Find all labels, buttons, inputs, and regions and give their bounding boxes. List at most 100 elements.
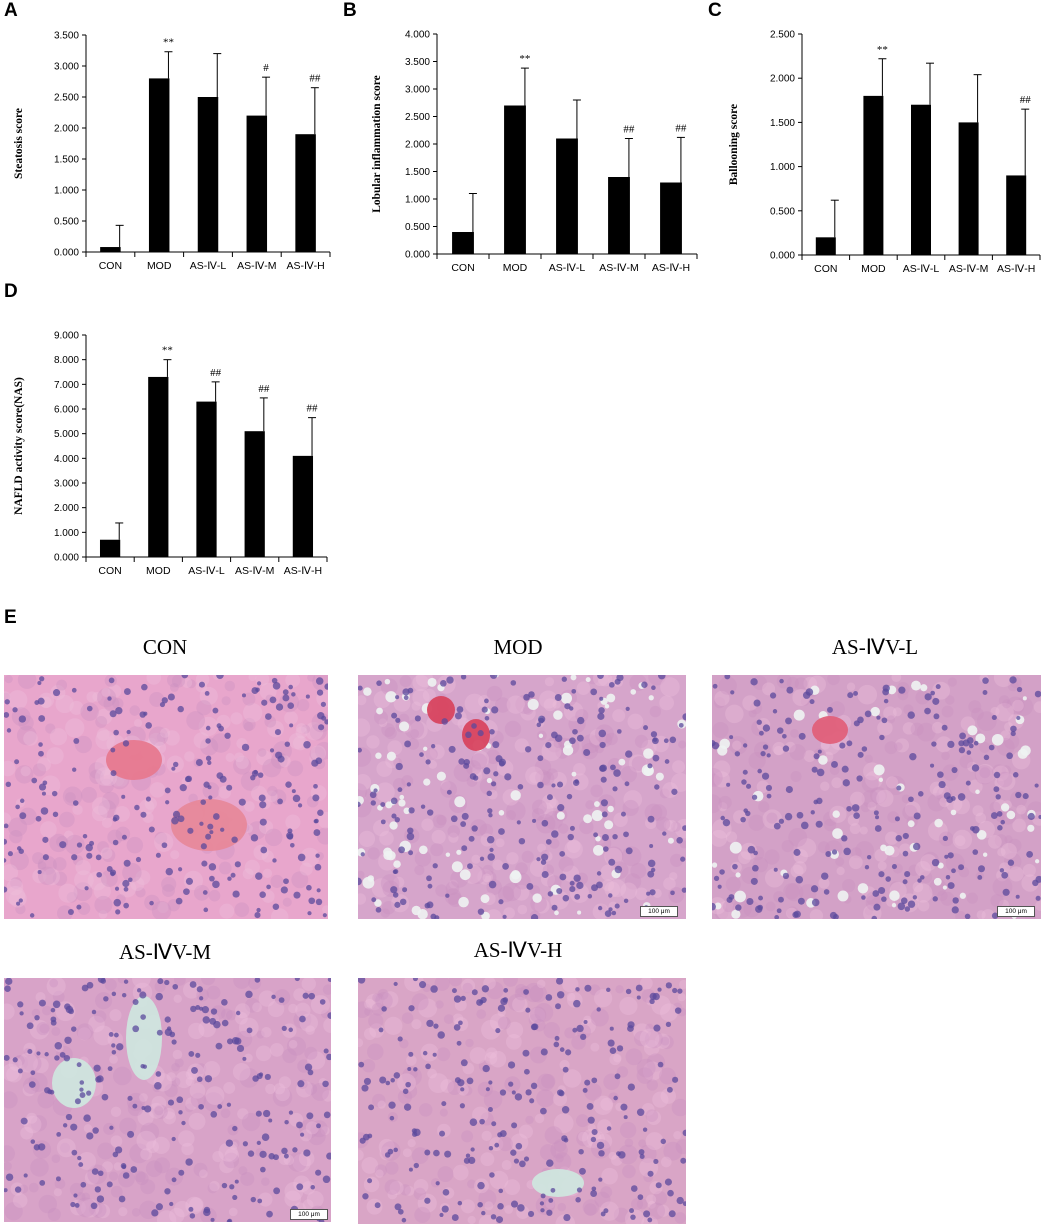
bar: [1006, 175, 1027, 255]
y-tick-label: 9.000: [54, 331, 79, 342]
x-category-label: AS-Ⅳ-H: [284, 565, 322, 577]
x-category-label: CON: [98, 565, 121, 577]
y-tick-label: 0.000: [770, 251, 795, 262]
bar: [244, 431, 265, 557]
micrograph-label-as-iv-h: AS-ⅣV-H: [473, 938, 563, 962]
x-category-label: AS-Ⅳ-H: [997, 263, 1035, 275]
x-category-label: AS-Ⅳ-M: [949, 263, 988, 275]
y-tick-label: 3.000: [54, 62, 79, 73]
y-tick-label: 2.000: [54, 503, 79, 514]
y-tick-label: 1.500: [770, 118, 795, 129]
bar: [196, 401, 217, 557]
tissue-texture: [4, 675, 328, 919]
y-tick-label: 3.500: [54, 31, 79, 42]
y-tick-label: 0.500: [405, 222, 430, 233]
y-tick-label: 0.000: [405, 250, 430, 261]
y-tick-label: 5.000: [54, 429, 79, 440]
micrograph-mod: [358, 675, 686, 919]
y-tick-label: 1.500: [405, 167, 430, 178]
significance-label: ##: [675, 122, 687, 134]
x-category-label: CON: [451, 262, 474, 274]
x-category-label: MOD: [503, 262, 528, 274]
x-category-label: CON: [99, 260, 122, 272]
y-tick-label: 1.000: [54, 186, 79, 197]
significance-label: **: [162, 345, 173, 357]
x-category-label: AS-Ⅳ-L: [903, 263, 940, 275]
chart-steatosis: 0.000 0.500 1.000 1.500 2.000 2.500 3.000 3.500…: [13, 31, 331, 272]
y-tick-label: 1.500: [54, 155, 79, 166]
tissue-texture: [358, 978, 686, 1224]
y-tick-label: 2.000: [54, 124, 79, 135]
bar: [148, 78, 170, 253]
bar: [246, 115, 268, 252]
bar: [815, 237, 836, 255]
y-tick-label: 4.000: [405, 30, 430, 41]
bar: [295, 134, 316, 252]
x-category-label: MOD: [147, 260, 172, 272]
bar: [958, 122, 979, 256]
y-tick-label: 1.000: [405, 195, 430, 206]
tissue-texture: [712, 675, 1041, 919]
significance-label: ##: [1020, 94, 1032, 106]
micrograph-as-iv-h: [358, 978, 686, 1224]
bar: [452, 232, 474, 254]
scale-bar-as-iv-l: 100 μm: [997, 906, 1035, 917]
significance-label: **: [877, 44, 888, 56]
panel-letter-e: E: [4, 607, 17, 628]
y-tick-label: 3.000: [54, 479, 79, 490]
x-category-label: AS-Ⅳ-M: [599, 262, 638, 274]
bar: [99, 539, 121, 557]
bar: [660, 182, 682, 254]
micrograph-as-iv-l: [712, 675, 1041, 919]
y-axis-title: NAFLD activity score(NAS): [13, 377, 25, 515]
significance-label: ##: [210, 367, 222, 379]
y-tick-label: 0.000: [54, 248, 79, 259]
panel-letter-a: A: [4, 0, 18, 21]
y-tick-label: 2.000: [405, 140, 430, 151]
bar: [911, 104, 931, 255]
y-tick-label: 2.500: [770, 30, 795, 41]
x-category-label: AS-Ⅳ-M: [237, 260, 276, 272]
x-category-label: AS-Ⅳ-L: [188, 565, 225, 577]
significance-label: **: [519, 53, 530, 65]
x-category-label: MOD: [146, 565, 171, 577]
significance-label: ##: [258, 383, 270, 395]
y-axis-title: Lobular inflammation score: [371, 75, 383, 213]
bar: [148, 376, 169, 557]
tissue-texture: [4, 978, 331, 1222]
y-tick-label: 2.500: [54, 93, 79, 104]
micrograph-con: [4, 675, 328, 919]
bar: [197, 97, 219, 252]
y-tick-label: 2.500: [405, 112, 430, 123]
x-category-label: MOD: [861, 263, 886, 275]
y-tick-label: 0.500: [770, 206, 795, 217]
tissue-texture: [358, 675, 686, 919]
bar: [292, 455, 314, 557]
panel-letter-b: B: [343, 0, 357, 21]
y-tick-label: 0.000: [54, 553, 79, 564]
y-tick-label: 0.500: [54, 217, 79, 228]
y-tick-label: 1.000: [770, 162, 795, 173]
y-tick-label: 4.000: [54, 454, 79, 465]
significance-label: ##: [309, 73, 321, 85]
scale-bar-as-iv-m: 100 μm: [290, 1209, 328, 1220]
bar: [556, 138, 578, 254]
significance-label: #: [263, 62, 269, 74]
x-category-label: CON: [814, 263, 837, 275]
chart-nas: 0.000 1.000 2.000 3.000 4.000 5.000 6.000 7.000…: [13, 331, 328, 577]
bar: [100, 247, 121, 252]
bar: [863, 95, 884, 255]
panel-letter-c: C: [708, 0, 722, 21]
chart-lobular-inflammation: 0.000 0.500 1.000 1.500 2.000 2.500 3.000 3.500…: [371, 30, 698, 274]
y-tick-label: 7.000: [54, 380, 79, 391]
significance-label: **: [163, 37, 174, 49]
micrograph-label-con: CON: [142, 635, 188, 659]
x-category-label: AS-Ⅳ-M: [235, 565, 274, 577]
y-tick-label: 8.000: [54, 355, 79, 366]
y-tick-label: 6.000: [54, 405, 79, 416]
significance-label: ##: [623, 124, 635, 136]
y-axis-title: Steatosis score: [13, 108, 25, 179]
micrograph-label-as-iv-m: AS-ⅣV-M: [118, 940, 212, 964]
scale-bar-mod: 100 μm: [640, 906, 678, 917]
bar: [504, 105, 526, 254]
